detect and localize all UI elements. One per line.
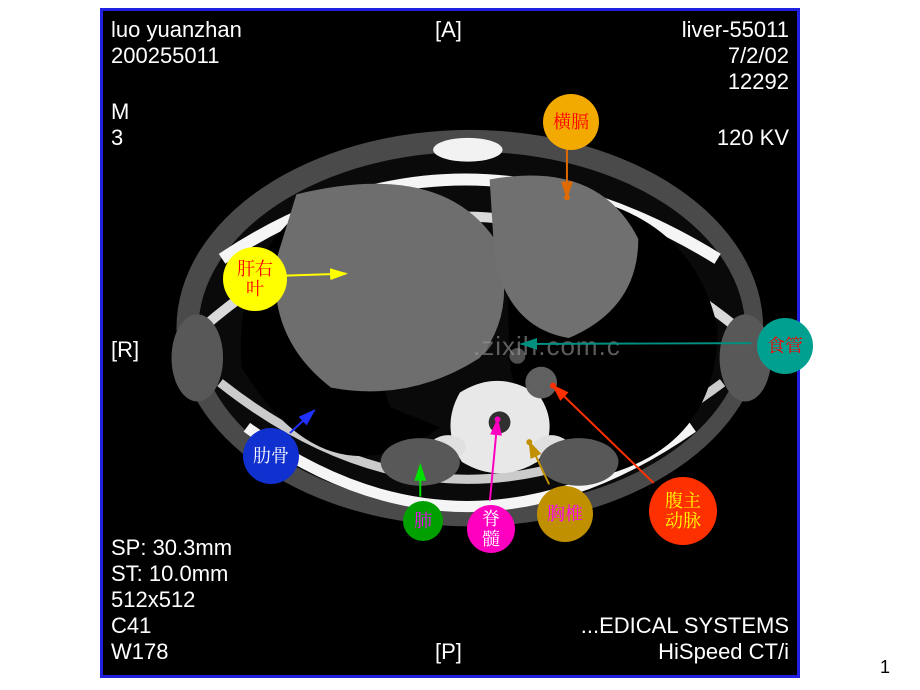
meta-id: 200255011	[111, 43, 220, 69]
meta-sex: M	[111, 99, 129, 125]
meta-kv: 120 KV	[717, 125, 789, 151]
annotation-xiongzhui: 胸椎	[537, 486, 593, 542]
meta-date: 7/2/02	[728, 43, 789, 69]
meta-study: liver-55011	[682, 17, 789, 43]
meta-vendor: ...EDICAL SYSTEMS	[581, 613, 789, 639]
meta-series: 12292	[728, 69, 789, 95]
orient-right: [R]	[111, 337, 139, 363]
footer-dot: .	[450, 660, 454, 676]
annotation-fei: 肺	[403, 501, 443, 541]
annotation-shiguan: 食管	[757, 318, 813, 374]
annotation-jisui: 脊 髓	[467, 505, 515, 553]
watermark-text: .zixih.com.c	[473, 331, 621, 362]
meta-matrix: 512x512	[111, 587, 195, 613]
orient-posterior: [P]	[435, 639, 462, 665]
meta-scanner: HiSpeed CT/i	[658, 639, 789, 665]
annotation-ganyouye: 肝右 叶	[223, 247, 287, 311]
meta-window: W178	[111, 639, 168, 665]
annotation-fuzhudm: 腹主 动脉	[649, 477, 717, 545]
annotation-henggé: 横膈	[543, 94, 599, 150]
ct-frame: .zixih.com.c luo yuanzhan 200255011 [A] …	[100, 8, 800, 678]
meta-sp: SP: 30.3mm	[111, 535, 232, 561]
page-number: 1	[880, 657, 890, 678]
orient-anterior: [A]	[435, 17, 462, 43]
meta-name: luo yuanzhan	[111, 17, 242, 43]
meta-center: C41	[111, 613, 151, 639]
meta-st: ST: 10.0mm	[111, 561, 228, 587]
meta-slice: 3	[111, 125, 123, 151]
annotation-leigu: 肋骨	[243, 428, 299, 484]
